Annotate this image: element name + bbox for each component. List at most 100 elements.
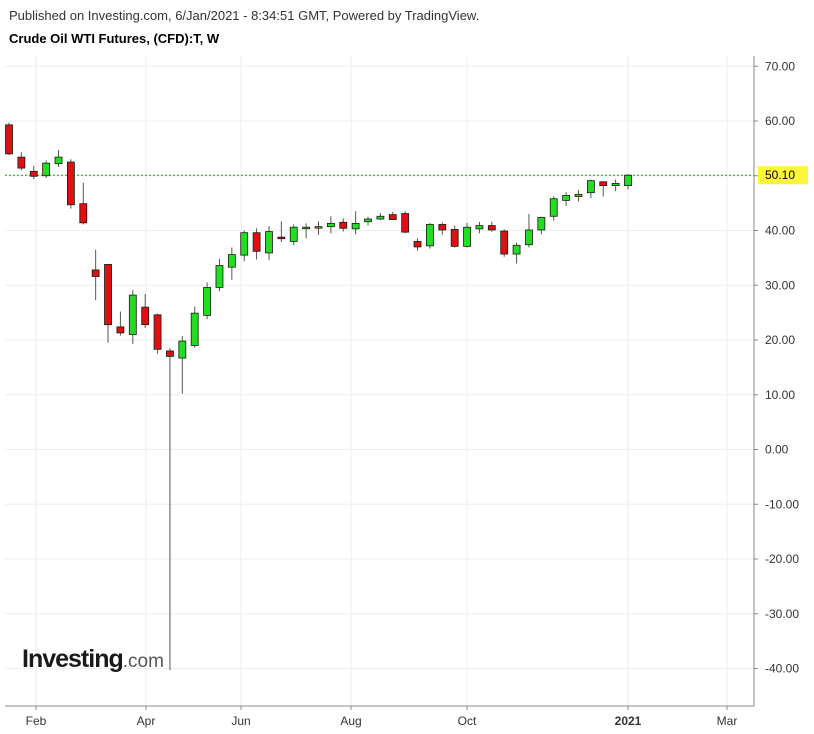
candle-body-down <box>487 225 496 231</box>
logo-main-text: Investing <box>22 645 124 673</box>
x-tick-label: Aug <box>340 714 361 728</box>
x-tick-label: Mar <box>717 714 738 728</box>
candle-body-up <box>586 180 595 194</box>
candle-body-up <box>128 294 137 335</box>
y-tick-label: 0.00 <box>765 443 789 457</box>
candle-body-up <box>215 265 224 288</box>
candle[interactable] <box>351 211 360 235</box>
candle[interactable] <box>104 264 112 343</box>
y-tick-label: 10.00 <box>765 388 795 402</box>
candle[interactable] <box>512 242 521 264</box>
candle[interactable] <box>500 229 509 257</box>
candle[interactable] <box>388 211 397 220</box>
candle-body-up <box>54 156 63 165</box>
candle[interactable] <box>611 179 620 192</box>
candle[interactable] <box>79 182 88 225</box>
x-tick-label: 2021 <box>615 714 642 728</box>
publisher-line: Published on Investing.com, 6/Jan/2021 -… <box>9 8 480 23</box>
candle[interactable] <box>599 181 608 197</box>
candle-body-up <box>562 195 570 201</box>
y-tick-label: 40.00 <box>765 224 795 238</box>
candle-body-up <box>302 226 311 230</box>
candle-layer <box>5 122 632 671</box>
candle[interactable] <box>426 222 434 249</box>
candle[interactable] <box>438 222 447 235</box>
candle[interactable] <box>450 225 459 248</box>
candle[interactable] <box>376 212 385 221</box>
candle[interactable] <box>166 348 174 671</box>
candle[interactable] <box>549 196 558 221</box>
candle[interactable] <box>574 189 583 202</box>
candle-body-down <box>599 181 608 187</box>
candle[interactable] <box>624 174 632 190</box>
candle-body-up <box>364 218 372 223</box>
candle[interactable] <box>487 221 496 232</box>
candle[interactable] <box>215 258 224 292</box>
candle[interactable] <box>42 160 51 178</box>
candle-body-up <box>190 312 199 346</box>
candle[interactable] <box>29 165 38 180</box>
y-tick-label: -10.00 <box>765 497 799 511</box>
candle[interactable] <box>5 122 13 155</box>
candle[interactable] <box>413 238 422 251</box>
candle-body-up <box>624 174 632 187</box>
candle[interactable] <box>190 306 199 348</box>
candle[interactable] <box>252 228 261 260</box>
candle[interactable] <box>277 221 286 242</box>
candle[interactable] <box>141 294 150 328</box>
investing-logo: Investing.com <box>22 645 164 674</box>
y-tick-label: 20.00 <box>765 333 795 347</box>
candle[interactable] <box>240 230 249 262</box>
candle-body-up <box>574 193 583 197</box>
candle-body-up <box>178 340 187 359</box>
candle[interactable] <box>537 216 546 235</box>
candle[interactable] <box>326 216 335 234</box>
candle[interactable] <box>116 311 125 336</box>
candle-body-down <box>166 350 174 357</box>
candle[interactable] <box>586 179 595 199</box>
x-tick-label: Oct <box>458 714 477 728</box>
candle[interactable] <box>178 336 187 394</box>
candle[interactable] <box>17 152 26 171</box>
candle-body-up <box>203 287 211 316</box>
candle-body-up <box>512 244 521 255</box>
candle-body-up <box>240 232 249 256</box>
candle-body-down <box>116 326 125 334</box>
axis-layer: 70.0060.0050.0040.0030.0020.0010.000.00-… <box>5 56 808 728</box>
logo-suffix-text: .com <box>122 651 164 672</box>
candle-body-down <box>438 224 447 231</box>
candle[interactable] <box>339 218 348 232</box>
candle-body-up <box>227 254 236 268</box>
candle-body-down <box>277 236 286 240</box>
candle-body-up <box>525 229 533 246</box>
candle[interactable] <box>289 224 298 246</box>
grid-layer <box>5 56 754 706</box>
candle[interactable] <box>227 247 236 280</box>
candle[interactable] <box>67 159 75 209</box>
candle[interactable] <box>314 221 323 235</box>
current-price-label: 50.10 <box>765 168 795 182</box>
current-price-label-bg <box>758 166 808 185</box>
candle-body-up <box>289 226 298 242</box>
candle-body-up <box>611 183 620 187</box>
candle[interactable] <box>265 226 273 261</box>
candle[interactable] <box>128 290 137 344</box>
candle[interactable] <box>401 211 410 234</box>
candle[interactable] <box>525 214 533 248</box>
y-tick-label: -40.00 <box>765 662 799 676</box>
candle[interactable] <box>91 249 100 301</box>
candle[interactable] <box>302 223 311 239</box>
candle[interactable] <box>475 221 484 234</box>
x-tick-label: Jun <box>231 714 250 728</box>
candle[interactable] <box>153 313 162 354</box>
candle[interactable] <box>203 282 211 320</box>
candle-body-up <box>326 222 335 228</box>
x-tick-label: Apr <box>137 714 156 728</box>
candle[interactable] <box>463 222 471 248</box>
candle-body-down <box>252 232 261 252</box>
candle[interactable] <box>562 192 570 206</box>
candle[interactable] <box>54 150 63 167</box>
candle[interactable] <box>364 216 372 226</box>
candle-body-down <box>153 314 162 350</box>
